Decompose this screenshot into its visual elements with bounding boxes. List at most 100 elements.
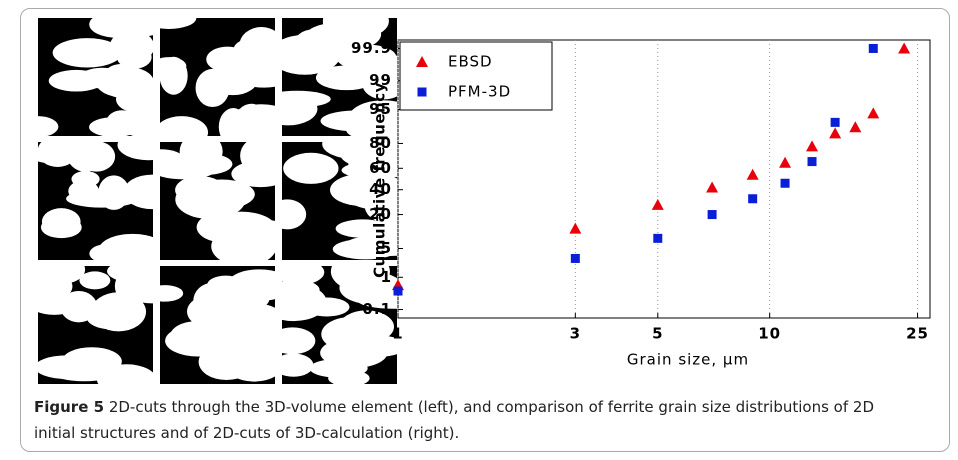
- grain: [352, 335, 397, 357]
- point: [829, 127, 842, 139]
- y-tick-label: 0.1: [362, 300, 392, 318]
- y-axis-label: Cumulative frequency: [371, 82, 389, 278]
- grain: [120, 18, 153, 37]
- grain: [282, 199, 307, 230]
- point: [706, 181, 719, 193]
- plot-frame: [397, 39, 931, 319]
- grain: [160, 56, 188, 95]
- grain: [165, 325, 232, 357]
- point: [748, 194, 758, 204]
- x-axis-label: Grain size, μm: [627, 351, 749, 369]
- point: [830, 117, 840, 127]
- grain: [226, 269, 275, 302]
- grain: [116, 45, 152, 69]
- grain: [66, 189, 138, 208]
- micrograph: [38, 266, 153, 384]
- grain: [116, 84, 153, 115]
- grain: [239, 27, 275, 65]
- y-tick-label: 5: [381, 239, 392, 257]
- legend-marker: [417, 87, 427, 97]
- grain: [48, 69, 104, 92]
- grain: [376, 142, 397, 160]
- grain: [160, 285, 184, 302]
- point: [867, 107, 880, 119]
- grain: [38, 355, 99, 380]
- point: [393, 286, 403, 296]
- grain: [38, 116, 59, 136]
- point: [651, 198, 664, 210]
- grain: [282, 327, 316, 355]
- point: [653, 233, 663, 243]
- grain: [71, 171, 100, 188]
- grain: [240, 142, 275, 175]
- x-tick-label: 3: [570, 325, 581, 343]
- y-tick-label: 40: [369, 180, 392, 198]
- grain: [216, 64, 275, 87]
- y-tick-label: 80: [369, 134, 392, 152]
- grain: [282, 90, 331, 108]
- y-tick-label: 95: [369, 100, 392, 118]
- grain: [86, 304, 139, 330]
- micrograph: [282, 142, 397, 260]
- grain: [117, 142, 153, 161]
- micrographs: [38, 18, 397, 384]
- grain: [241, 222, 275, 256]
- x-tick-label: 1: [392, 325, 403, 343]
- grain: [160, 116, 209, 136]
- grain: [113, 237, 149, 260]
- grain: [188, 179, 255, 210]
- legend-label: PFM-3D: [448, 83, 511, 101]
- grain: [346, 119, 396, 136]
- legend-label: EBSD: [448, 53, 493, 71]
- point: [898, 42, 911, 54]
- grain: [62, 38, 107, 65]
- grain: [41, 208, 81, 236]
- grain: [207, 275, 245, 295]
- grain: [218, 108, 248, 136]
- point: [807, 157, 817, 167]
- caption-label: Figure 5: [34, 398, 105, 416]
- point: [707, 210, 717, 220]
- point: [849, 121, 862, 133]
- point: [570, 253, 580, 263]
- grain: [338, 310, 395, 344]
- figure-caption: Figure 5 2D-cuts through the 3D-volume e…: [34, 394, 914, 446]
- legend-marker: [416, 56, 428, 67]
- point: [868, 43, 878, 53]
- grain: [38, 269, 73, 304]
- grain: [315, 65, 378, 91]
- micrograph: [38, 142, 153, 260]
- caption-text: 2D-cuts through the 3D-volume element (l…: [34, 398, 874, 442]
- micrograph: [160, 18, 275, 136]
- grain: [282, 353, 314, 377]
- grain: [348, 142, 382, 180]
- y-tick-label: 99.9: [351, 39, 392, 57]
- grain: [328, 369, 370, 384]
- micrograph: [160, 142, 275, 260]
- grain: [282, 283, 327, 322]
- grain: [336, 44, 397, 71]
- grain: [283, 152, 339, 184]
- point: [779, 156, 792, 168]
- grain: [160, 18, 197, 29]
- grain: [343, 174, 397, 210]
- grain: [178, 153, 233, 175]
- grain: [335, 219, 390, 238]
- point: [806, 140, 819, 152]
- micrograph: [282, 18, 397, 136]
- grain: [60, 290, 98, 323]
- y-tick-label: 60: [369, 159, 392, 177]
- grain: [220, 346, 262, 369]
- micrograph: [38, 18, 153, 136]
- legend-box: [399, 41, 553, 111]
- x-tick-label: 5: [652, 325, 663, 343]
- micrograph: [160, 266, 275, 384]
- point: [569, 222, 582, 234]
- grain: [347, 18, 389, 36]
- point: [746, 168, 759, 180]
- y-tick-label: 20: [369, 205, 392, 223]
- grain: [304, 23, 362, 52]
- point: [780, 178, 790, 188]
- grain: [79, 271, 111, 290]
